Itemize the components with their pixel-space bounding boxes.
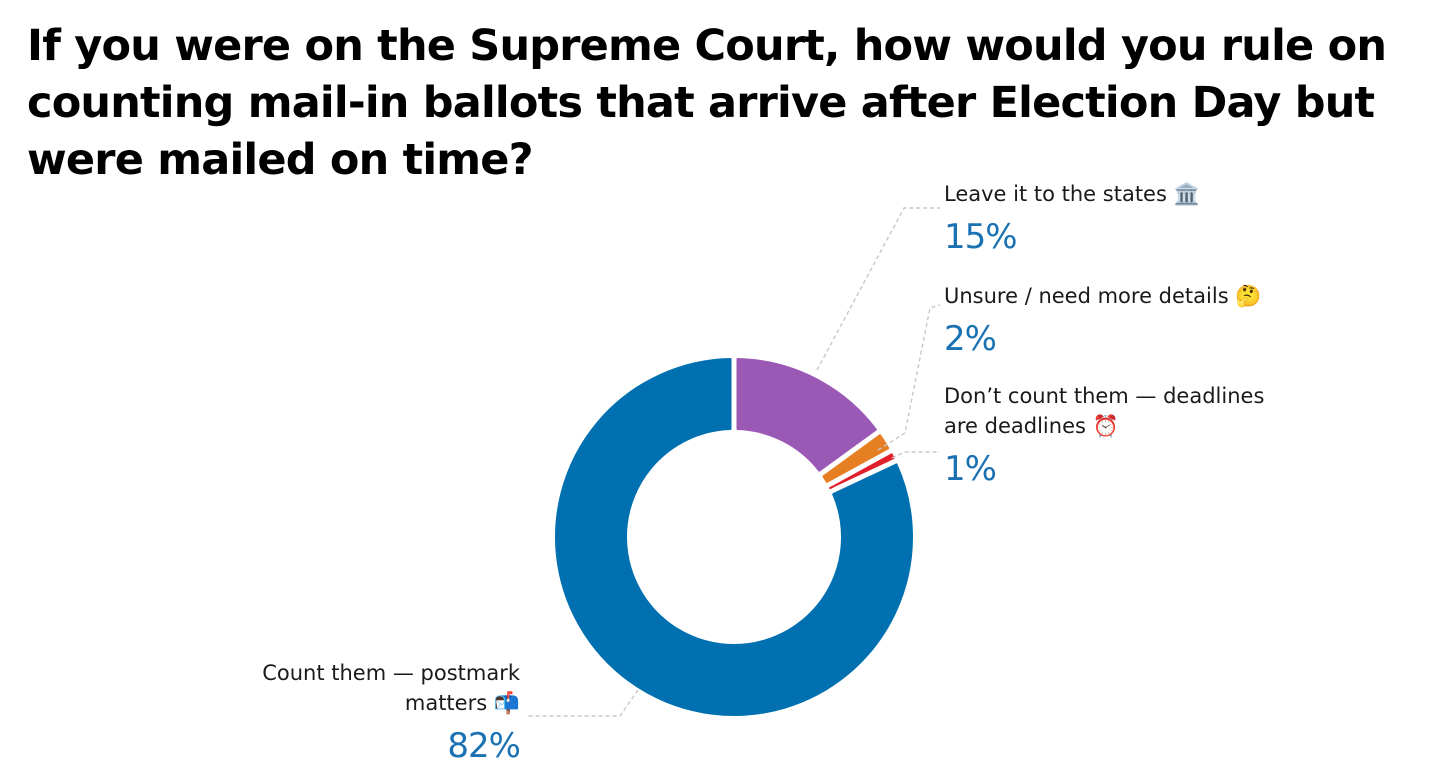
slice-0 <box>555 358 913 716</box>
slice-value-label: 2% <box>944 319 996 359</box>
slice-3 <box>829 453 895 490</box>
slice-label-text: matters 📬 <box>405 690 520 715</box>
slice-label-text: Leave it to the states 🏛️ <box>944 181 1200 206</box>
slice-label-0: Count them — postmark matters 📬 82% <box>262 661 521 766</box>
leader-line-1 <box>816 207 940 371</box>
slice-2 <box>822 434 890 483</box>
chart-title: If you were on the Supreme Court, how wo… <box>27 21 1387 185</box>
slice-value-label: 1% <box>944 449 996 489</box>
slice-label-text: are deadlines ⏰ <box>944 413 1119 438</box>
slice-label-1: Leave it to the states 🏛️ 15% <box>944 181 1200 257</box>
slice-label-3: Don’t count them — deadlines are deadline… <box>944 384 1264 489</box>
leader-line-2 <box>877 304 941 451</box>
leader-line-0 <box>527 689 639 717</box>
slice-value-label: 82% <box>447 726 520 766</box>
leader-line-3 <box>891 451 940 459</box>
slice-label-text: Count them — postmark <box>262 661 521 685</box>
slice-value-label: 15% <box>944 217 1017 257</box>
leader-lines <box>527 207 941 717</box>
slice-label-2: Unsure / need more details 🤔 2% <box>944 284 1261 359</box>
donut-slices <box>555 358 913 716</box>
slice-1 <box>736 358 877 472</box>
slice-label-text: Unsure / need more details 🤔 <box>944 284 1261 308</box>
slice-label-text: Don’t count them — deadlines <box>944 384 1264 408</box>
slice-labels: Leave it to the states 🏛️ 15% Unsure / nee… <box>262 181 1264 766</box>
